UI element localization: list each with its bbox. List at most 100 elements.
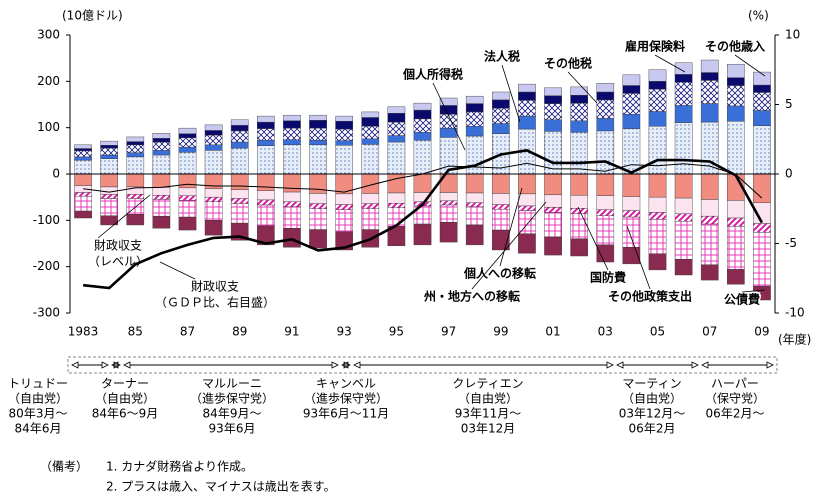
x-tick-label: 93 bbox=[337, 325, 352, 339]
bar-segment bbox=[283, 127, 301, 140]
bar-segment bbox=[230, 125, 249, 132]
leader-line bbox=[654, 54, 686, 73]
bar-segment bbox=[439, 97, 458, 106]
bar-segment bbox=[204, 144, 223, 151]
bar-segment bbox=[100, 140, 118, 146]
bar-segment bbox=[74, 192, 92, 197]
bar-segment bbox=[727, 226, 745, 270]
bar-segment bbox=[361, 193, 380, 204]
x-tick-label: 09 bbox=[754, 325, 769, 339]
bar-segment bbox=[518, 91, 536, 101]
bar-segment bbox=[700, 59, 719, 73]
bar-segment bbox=[700, 199, 719, 217]
bar-segment bbox=[544, 236, 562, 256]
bar-segment bbox=[674, 173, 693, 199]
bar-segment bbox=[152, 187, 171, 196]
y-tick-label: 200 bbox=[37, 74, 60, 88]
series-label: （レベル） bbox=[88, 255, 148, 269]
bar-segment bbox=[674, 259, 693, 276]
government-label: マルルーニ bbox=[202, 377, 262, 391]
bar-segment bbox=[126, 144, 145, 153]
bar-segment bbox=[753, 223, 771, 233]
bar-segment bbox=[570, 120, 588, 133]
bar-segment bbox=[152, 138, 171, 143]
government-label: 03年12月～ bbox=[619, 407, 686, 421]
bar-segment bbox=[544, 212, 562, 238]
bar-segment bbox=[335, 115, 353, 122]
leader-line bbox=[577, 206, 609, 271]
leader-line bbox=[432, 82, 466, 151]
government-label: 84年6～9月 bbox=[92, 407, 159, 421]
y-tick-label: 0 bbox=[52, 167, 60, 181]
bar-segment bbox=[152, 173, 171, 188]
bar-segment bbox=[674, 62, 693, 75]
government-label: 93年6月 bbox=[209, 422, 256, 436]
bar-segment bbox=[648, 81, 667, 90]
bar-segment bbox=[152, 150, 171, 156]
x-tick-label: 89 bbox=[232, 325, 247, 339]
x-tick-label: 1983 bbox=[68, 325, 99, 339]
bar-segment bbox=[727, 120, 745, 175]
bar-segment bbox=[622, 196, 641, 211]
bar-segment bbox=[204, 134, 223, 146]
bar-segment bbox=[700, 215, 719, 225]
y-tick-label: 100 bbox=[37, 120, 60, 134]
bar-segment bbox=[727, 77, 745, 86]
series-label: 個人所得税 bbox=[402, 67, 463, 82]
note: 1. カナダ財務省より作成。 bbox=[106, 459, 253, 474]
bar-segment bbox=[596, 244, 615, 263]
government-label: （保守党） bbox=[705, 391, 765, 406]
bar-segment bbox=[648, 253, 667, 271]
bar-segment bbox=[361, 111, 380, 118]
bar-segment bbox=[230, 189, 249, 199]
bar-segment bbox=[492, 99, 510, 109]
bar-segment bbox=[387, 202, 406, 209]
bar-segment bbox=[492, 123, 510, 134]
y-tick-label: 300 bbox=[37, 28, 60, 42]
bar-segment bbox=[204, 220, 223, 236]
bar-segment bbox=[570, 102, 588, 121]
bar-segment bbox=[387, 207, 406, 227]
bar-segment bbox=[230, 130, 249, 143]
bar-segment bbox=[727, 105, 745, 122]
bar-segment bbox=[700, 173, 719, 200]
bar-segment bbox=[753, 71, 771, 86]
bar-segment bbox=[283, 114, 301, 121]
x-tick-label: 85 bbox=[128, 325, 143, 339]
bar-segment bbox=[74, 210, 92, 219]
bar-segment bbox=[465, 202, 484, 208]
bar-segment bbox=[204, 188, 223, 198]
bar-segment bbox=[622, 128, 641, 175]
bar-segment bbox=[204, 124, 223, 131]
x-tick-label: 87 bbox=[180, 325, 195, 339]
bar-segment bbox=[465, 206, 484, 226]
note: 2. プラスは歳入、マイナスは歳出を表す。 bbox=[106, 480, 336, 494]
bar-segment bbox=[152, 215, 171, 229]
bar-segment bbox=[178, 152, 197, 175]
bar-segment bbox=[126, 152, 145, 158]
y-tick-label: -100 bbox=[33, 213, 60, 227]
bar-segment bbox=[700, 72, 719, 81]
bar-segment bbox=[413, 139, 432, 175]
bar-segment bbox=[596, 130, 615, 175]
bar-segment bbox=[204, 130, 223, 136]
x-tick-label: 05 bbox=[650, 325, 665, 339]
bar-segment bbox=[518, 193, 536, 207]
leader-line bbox=[567, 71, 598, 104]
government-label: 06年2月 bbox=[629, 422, 676, 436]
y-tick-label: -300 bbox=[33, 306, 60, 320]
bar-segment bbox=[674, 221, 693, 260]
bar-segment bbox=[100, 194, 118, 199]
bar-segment bbox=[544, 207, 562, 213]
bar-segment bbox=[439, 200, 458, 206]
bar-segment bbox=[309, 203, 327, 209]
bar-segment bbox=[257, 121, 275, 129]
government-label: キャンベル bbox=[316, 377, 376, 391]
bar-segment bbox=[283, 173, 301, 193]
bar-segment bbox=[74, 144, 92, 149]
bar-segment bbox=[570, 86, 588, 96]
bar-segment bbox=[126, 156, 145, 175]
x-tick-label: 95 bbox=[389, 325, 404, 339]
bar-segment bbox=[283, 139, 301, 146]
bar-segment bbox=[544, 173, 562, 196]
